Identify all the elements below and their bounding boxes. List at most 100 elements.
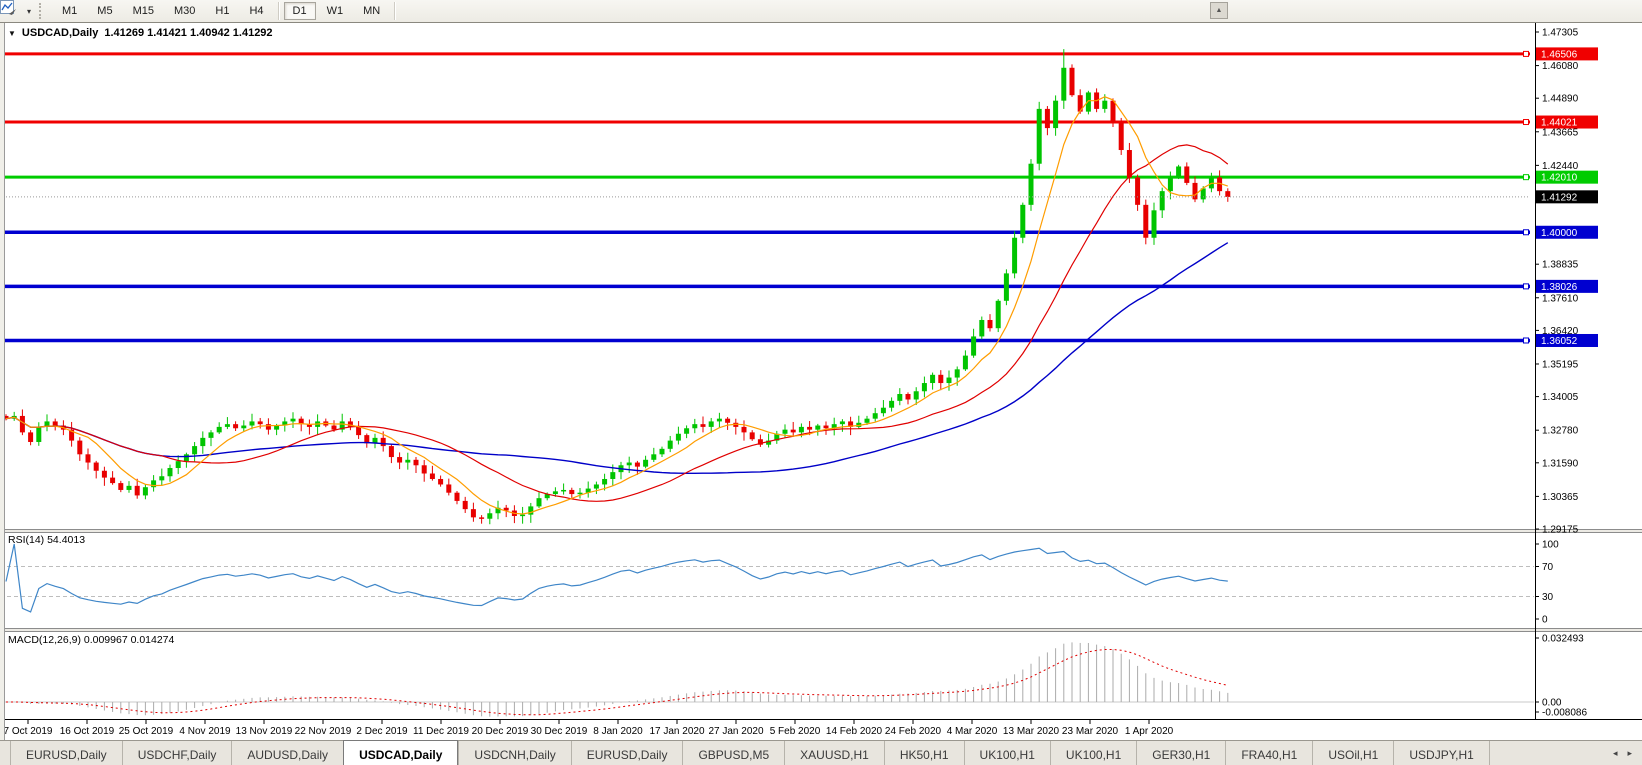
candle-body <box>470 509 476 518</box>
candle-body <box>626 462 632 466</box>
price-axis-tick-label: 1.30365 <box>1542 492 1579 503</box>
price-axis-tick-label: 1.42440 <box>1542 161 1579 172</box>
candle-body <box>1217 177 1223 192</box>
candle-body <box>725 418 731 423</box>
candle-body <box>216 426 222 433</box>
tab-ger30-h1-11[interactable]: GER30,H1 <box>1136 741 1225 765</box>
candle-body <box>388 446 394 458</box>
toolbar-grip[interactable] <box>39 3 46 19</box>
price-axis-tick-label: 1.31590 <box>1542 458 1579 469</box>
candle-body <box>716 418 722 422</box>
price-level-label-text: 1.44021 <box>1541 118 1578 129</box>
timeframe-button-h4[interactable]: H4 <box>249 5 264 17</box>
level-marker[interactable] <box>1523 119 1529 126</box>
tab-uk100-h1-9[interactable]: UK100,H1 <box>963 741 1050 765</box>
candle-body <box>1126 150 1132 178</box>
date-axis[interactable]: 7 Oct 2019 16 Oct 2019 25 Oct 2019 4 Nov 20… <box>0 719 1642 737</box>
timeframe-button-m30[interactable]: M30 <box>173 5 196 17</box>
price-axis-tick-label: 1.32780 <box>1542 426 1579 437</box>
date-axis-label: 2 Dec 2019 <box>356 726 408 737</box>
tab-hk50-h1-8[interactable]: HK50,H1 <box>883 741 964 765</box>
tabs-scroll-right-icon[interactable]: ▸ <box>1627 747 1632 758</box>
timeframe-button-h1[interactable]: H1 <box>215 5 230 17</box>
candle-body <box>856 422 862 427</box>
tab-usdcad-daily-3[interactable]: USDCAD,Daily <box>343 740 459 765</box>
timeframe-button-d1[interactable]: D1 <box>283 2 316 20</box>
tab-usdchf-daily-1[interactable]: USDCHF,Daily <box>121 741 232 765</box>
tab-usdjpy-h1-14[interactable]: USDJPY,H1 <box>1393 741 1490 765</box>
timeframe-button-m1[interactable]: M1 <box>62 5 78 17</box>
level-marker[interactable] <box>1523 337 1529 344</box>
tab-eurusd-daily-0[interactable]: EURUSD,Daily <box>10 741 122 765</box>
timeframe-button-m15[interactable]: M15 <box>132 5 154 17</box>
price-level-label <box>1536 115 1598 129</box>
chart-canvas[interactable]: 1.47305 1.46080 1.44890 1.43665 1.42440 1.388… <box>0 23 1642 741</box>
pane-separator[interactable] <box>0 628 1642 631</box>
candle-body <box>274 425 280 430</box>
candle-body <box>1003 273 1009 301</box>
candle-body <box>692 424 698 429</box>
price-axis-tick-label: 1.29175 <box>1542 525 1579 536</box>
price-axis[interactable]: 1.47305 1.46080 1.44890 1.43665 1.42440 1.388… <box>1535 23 1598 719</box>
price-axis-tick-label: 1.44890 <box>1542 94 1579 105</box>
scroll-up-button[interactable]: ▲ <box>1210 2 1228 19</box>
candle-body <box>19 415 25 433</box>
price-axis-tick-label: 1.47305 <box>1542 28 1579 39</box>
candle-body <box>167 468 173 477</box>
date-axis-label: 17 Jan 2020 <box>649 726 704 737</box>
candle-body <box>372 437 378 444</box>
dropdown-caret-icon[interactable]: ▾ <box>26 6 31 16</box>
candle-body <box>421 465 427 474</box>
level-marker[interactable] <box>1523 50 1529 57</box>
candle-body <box>52 421 58 426</box>
candle-body <box>224 424 230 427</box>
candle-body <box>708 421 714 427</box>
tab-usdcnh-daily-4[interactable]: USDCNH,Daily <box>458 741 570 765</box>
timeframe-buttons: M1 M5 M15 M30 H1 H4 D1 W1 MN <box>52 2 399 20</box>
candle-body <box>265 424 271 430</box>
candle-body <box>979 319 985 337</box>
candle-body <box>356 426 362 436</box>
chart-tabs: EURUSD,Daily USDCHF,Daily AUDUSD,Daily USDC… <box>10 740 1490 765</box>
chart-menu-icon[interactable]: ▼ <box>8 28 16 38</box>
current-price-label <box>1536 190 1598 204</box>
candle-body <box>544 494 550 499</box>
toolbar-separator <box>394 2 396 20</box>
tab-audusd-daily-2[interactable]: AUDUSD,Daily <box>231 741 343 765</box>
candle-body <box>790 429 796 433</box>
timeframe-button-m5[interactable]: M5 <box>97 5 113 17</box>
price-levels-layer <box>0 52 1530 343</box>
tab-fra40-h1-12[interactable]: FRA40,H1 <box>1225 741 1312 765</box>
tab-xauusd-h1-7[interactable]: XAUUSD,H1 <box>784 741 884 765</box>
candle-body <box>241 425 247 429</box>
price-axis-tick-label: 1.36420 <box>1542 326 1579 337</box>
chart-cursor-icon[interactable] <box>0 0 23 19</box>
candle-body <box>1159 191 1165 211</box>
chart-symbol-period: USDCAD,Daily <box>21 27 99 39</box>
candle-body <box>282 421 288 426</box>
ma-slow-line <box>5 242 1229 474</box>
tab-usoil-h1-13[interactable]: USOil,H1 <box>1312 741 1393 765</box>
level-marker[interactable] <box>1523 174 1529 181</box>
candle-body <box>134 485 140 496</box>
tabs-scroll-left-icon[interactable]: ◂ <box>1612 747 1618 758</box>
level-marker[interactable] <box>1523 229 1529 236</box>
candle-body <box>331 425 337 430</box>
pane-separator[interactable] <box>0 529 1642 532</box>
macd-axis-tick-label: -0.008086 <box>1542 708 1587 719</box>
candle-body <box>807 426 813 430</box>
level-marker[interactable] <box>1523 283 1529 290</box>
date-axis-label: 13 Mar 2020 <box>1003 726 1060 737</box>
candle-body <box>1167 177 1173 192</box>
candle-body <box>733 422 739 427</box>
candle-body <box>905 394 911 400</box>
timeframe-button-w1[interactable]: W1 <box>326 5 344 17</box>
candle-body <box>536 498 542 507</box>
tab-uk100-h1-10[interactable]: UK100,H1 <box>1049 741 1136 765</box>
candle-body <box>159 476 165 481</box>
candle-body <box>749 432 755 440</box>
tab-gbpusd-m5-6[interactable]: GBPUSD,M5 <box>682 741 784 765</box>
timeframe-button-mn[interactable]: MN <box>363 5 381 17</box>
tab-eurusd-daily-5[interactable]: EURUSD,Daily <box>570 741 683 765</box>
date-axis-label: 13 Nov 2019 <box>236 726 293 737</box>
